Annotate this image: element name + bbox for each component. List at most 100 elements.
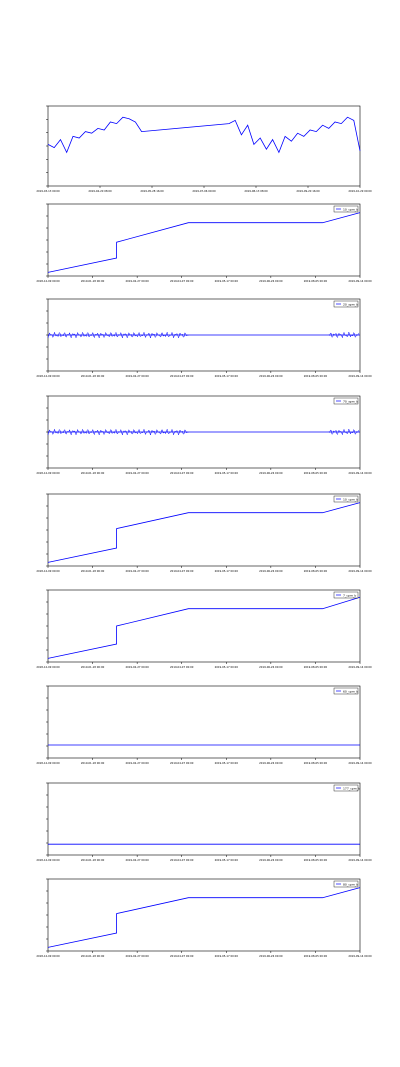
- series-line: [47, 212, 361, 273]
- x-tick-label: 2019-09-14 00:00: [348, 374, 372, 378]
- x-tick-label: 2019-08-05 00:00: [304, 665, 328, 669]
- x-tick-label: 2018-12-09 00:00: [36, 858, 60, 862]
- x-tick-label: 2019-08-05 00:00: [304, 279, 328, 283]
- legend-label: 60_cpm_b: [343, 689, 358, 693]
- axes-frame: [47, 105, 361, 187]
- x-tick-label: 2019-04-07 00:00: [170, 374, 194, 378]
- legend-label: 10_cpm_b: [343, 497, 358, 501]
- x-tick-label: 2019-04-07 00:00: [170, 665, 194, 669]
- legend-label: 10_cpm_b: [343, 207, 358, 211]
- x-tick-label: 2019-08-13 08:00: [244, 189, 268, 193]
- x-tick-label: 2019-05-17 00:00: [215, 374, 239, 378]
- x-tick-label: 2019-06-26 00:00: [259, 761, 283, 765]
- x-tick-label: 2019-05-17 00:00: [215, 569, 239, 573]
- x-tick-label: 2019-04-07 00:00: [170, 761, 194, 765]
- series-noise: [47, 331, 360, 339]
- x-tick-label: 2019-09-14 00:00: [348, 569, 372, 573]
- x-tick-label: 2019-04-07 00:00: [170, 569, 194, 573]
- x-tick-label: 2019-05-17 00:00: [215, 761, 239, 765]
- x-tick-label: 2018-12-09 00:00: [36, 374, 60, 378]
- x-tick-label: 2019-02-27 00:00: [125, 665, 149, 669]
- chart-panel-5: 2018-12-09 00:00 2019-01-18 00:00 2019-02-…: [36, 493, 372, 573]
- x-tick-label: 2019-08-05 00:00: [304, 374, 328, 378]
- x-tick-label: 2018-12-09 00:00: [36, 279, 60, 283]
- x-tick-label: 2018-12-09 00:00: [36, 569, 60, 573]
- x-tick-label: 2019-01-18 00:00: [81, 569, 105, 573]
- x-tick-label: 2019-09-14 00:00: [348, 471, 372, 475]
- x-tick-label: 2018-12-09 00:00: [36, 665, 60, 669]
- x-tick-label: 2019-10-29 00:00: [348, 189, 372, 193]
- x-tick-label: 2019-01-18 00:00: [81, 665, 105, 669]
- x-tick-label: 2019-08-05 00:00: [304, 471, 328, 475]
- chart-panel-4: 2018-12-09 00:00 2019-01-18 00:00 2019-02-…: [36, 395, 372, 475]
- axes-frame: [47, 782, 361, 856]
- chart-panel-3: 2018-12-09 00:00 2019-01-18 00:00 2019-02-…: [36, 298, 372, 378]
- axes-frame: [47, 685, 361, 759]
- axes-frame: [47, 203, 361, 277]
- x-tick-label: 2019-08-05 00:00: [304, 569, 328, 573]
- legend-box: [333, 880, 359, 888]
- legend-box: [333, 784, 359, 792]
- x-tick-label: 2019-05-17 00:00: [215, 279, 239, 283]
- x-tick-label: 2019-05-17 00:00: [215, 665, 239, 669]
- axes-frame: [47, 878, 361, 952]
- x-tick-label: 2019-02-27 00:00: [125, 858, 149, 862]
- x-tick-label: 2019-02-27 00:00: [125, 761, 149, 765]
- series-line: [47, 116, 361, 154]
- legend-label: 20_spm_b: [343, 302, 358, 306]
- legend-box: [333, 495, 359, 503]
- x-tick-label: 2019-02-27 00:00: [125, 471, 149, 475]
- chart-panel-1: 2019-03-13 00:00 2019-04-20 08:00 2019-05-…: [36, 105, 372, 193]
- x-tick-label: 2019-07-06 00:00: [192, 189, 216, 193]
- x-tick-label: 2019-06-26 00:00: [259, 279, 283, 283]
- x-tick-label: 2019-04-07 00:00: [170, 471, 194, 475]
- axes-frame: [47, 589, 361, 663]
- x-tick-label: 2019-06-26 00:00: [259, 569, 283, 573]
- axes-frame: [47, 493, 361, 567]
- x-tick-label: 2019-06-26 00:00: [259, 858, 283, 862]
- chart-panel-6: 2018-12-09 00:00 2019-01-18 00:00 2019-02-…: [36, 589, 372, 669]
- x-tick-label: 2019-08-05 00:00: [304, 761, 328, 765]
- x-tick-label: 2019-04-07 00:00: [170, 954, 194, 958]
- x-tick-label: 2019-01-18 00:00: [81, 471, 105, 475]
- x-tick-label: 2019-05-17 00:00: [215, 858, 239, 862]
- x-tick-label: 2019-02-27 00:00: [125, 954, 149, 958]
- x-tick-label: 2019-04-07 00:00: [170, 858, 194, 862]
- x-tick-label: 2019-01-18 00:00: [81, 761, 105, 765]
- legend-label: 70_spm_b: [343, 399, 358, 403]
- x-tick-label: 2019-02-27 00:00: [125, 374, 149, 378]
- legend-box: [333, 397, 359, 405]
- x-tick-label: 2018-12-09 00:00: [36, 761, 60, 765]
- chart-panel-8: 2018-12-09 00:00 2019-01-18 00:00 2019-02-…: [36, 782, 372, 862]
- x-tick-label: 2019-04-20 08:00: [88, 189, 112, 193]
- series-line: [47, 596, 361, 659]
- x-tick-label: 2019-02-27 00:00: [125, 569, 149, 573]
- x-tick-label: 2019-01-18 00:00: [81, 374, 105, 378]
- x-tick-label: 2019-04-07 00:00: [170, 279, 194, 283]
- legend-label: 7_cpm_b: [343, 593, 356, 597]
- chart-panel-2: 2018-12-09 00:00 2019-01-18 00:00 2019-02-…: [36, 203, 372, 283]
- x-tick-label: 2019-01-18 00:00: [81, 858, 105, 862]
- x-tick-label: 2019-01-18 00:00: [81, 954, 105, 958]
- x-tick-label: 2019-09-14 00:00: [348, 954, 372, 958]
- x-tick-label: 2019-05-17 00:00: [215, 954, 239, 958]
- x-tick-label: 2019-08-05 00:00: [304, 954, 328, 958]
- x-tick-label: 2019-02-27 00:00: [125, 279, 149, 283]
- x-tick-label: 2019-06-26 00:00: [259, 954, 283, 958]
- x-tick-label: 2019-03-13 00:00: [36, 189, 60, 193]
- legend-box: [333, 300, 359, 308]
- legend-label: 80_cpm_b: [343, 882, 358, 886]
- series-line: [47, 502, 361, 563]
- x-tick-label: 2019-01-18 00:00: [81, 279, 105, 283]
- x-tick-label: 2019-06-26 00:00: [259, 374, 283, 378]
- chart-panel-9: 2018-12-09 00:00 2019-01-18 00:00 2019-02-…: [36, 878, 372, 958]
- series-line: [47, 887, 361, 948]
- x-tick-label: 2019-06-26 00:00: [259, 665, 283, 669]
- x-tick-label: 2019-09-20 16:00: [296, 189, 320, 193]
- x-tick-label: 2019-05-17 00:00: [215, 471, 239, 475]
- legend-box: [333, 205, 359, 213]
- x-tick-label: 2019-08-05 00:00: [304, 858, 328, 862]
- x-tick-label: 2019-09-14 00:00: [348, 761, 372, 765]
- x-tick-label: 2019-09-14 00:00: [348, 279, 372, 283]
